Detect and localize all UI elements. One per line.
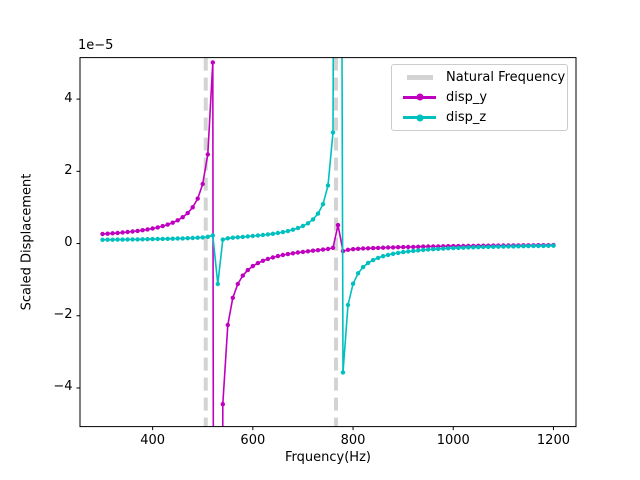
y-tick-label-0: 0 [64, 235, 73, 251]
legend-label-disp-z: disp_z [446, 110, 487, 126]
legend-item-disp-y: disp_y [392, 87, 567, 107]
plot-area [100, 57, 556, 427]
y-tick-label--4: −4 [53, 379, 73, 395]
legend-label-natural-frequency: Natural Frequency [446, 69, 566, 85]
legend: Natural Frequency disp_y disp_z [391, 64, 568, 131]
x-tick-label-400: 400 [140, 433, 166, 448]
disp_z-markers [100, 130, 556, 375]
natural-frequency-dash-swatch [401, 74, 438, 80]
x-tick-label-800: 800 [340, 433, 366, 448]
axes-spines [79, 57, 577, 428]
x-tick-label-1000: 1000 [436, 433, 470, 448]
legend-item-disp-z: disp_z [392, 108, 567, 128]
y-tick-label--2: −2 [53, 307, 73, 323]
y-axis-offset-text: 1e−5 [78, 38, 114, 53]
x-tick-label-1200: 1200 [536, 433, 570, 448]
disp-z-line-swatch [401, 114, 438, 122]
disp-y-line-swatch [401, 93, 438, 101]
y-tick-label-2: 2 [64, 162, 73, 178]
legend-item-natural-frequency: Natural Frequency [392, 67, 567, 87]
y-tick-label-4: 4 [64, 90, 73, 106]
legend-label-disp-y: disp_y [446, 89, 488, 105]
x-tick-label-600: 600 [240, 433, 266, 448]
x-axis-label: Frquency(Hz) [285, 450, 371, 465]
